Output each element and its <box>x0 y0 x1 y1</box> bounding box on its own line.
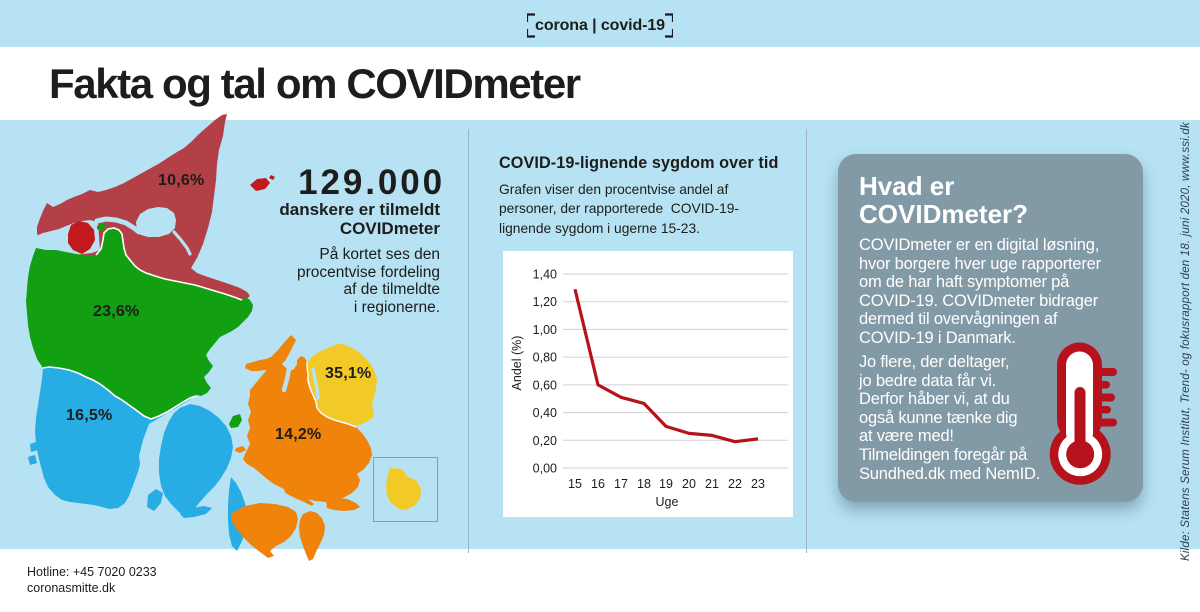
svg-text:17: 17 <box>614 477 628 491</box>
svg-text:20: 20 <box>682 477 696 491</box>
svg-text:23: 23 <box>751 477 765 491</box>
svg-text:19: 19 <box>659 477 673 491</box>
svg-text:21: 21 <box>705 477 719 491</box>
svg-text:1,20: 1,20 <box>533 295 557 309</box>
svg-text:18: 18 <box>637 477 651 491</box>
svg-text:Uge: Uge <box>656 495 679 509</box>
svg-text:1,40: 1,40 <box>533 268 557 282</box>
svg-text:Andel (%): Andel (%) <box>510 336 524 391</box>
svg-text:0,80: 0,80 <box>533 351 557 365</box>
svg-text:15: 15 <box>568 477 582 491</box>
svg-text:1,00: 1,00 <box>533 323 557 337</box>
svg-text:0,40: 0,40 <box>533 406 557 420</box>
svg-text:22: 22 <box>728 477 742 491</box>
svg-text:16: 16 <box>591 477 605 491</box>
svg-text:0,00: 0,00 <box>533 462 557 476</box>
svg-text:0,20: 0,20 <box>533 434 557 448</box>
svg-text:0,60: 0,60 <box>533 378 557 392</box>
